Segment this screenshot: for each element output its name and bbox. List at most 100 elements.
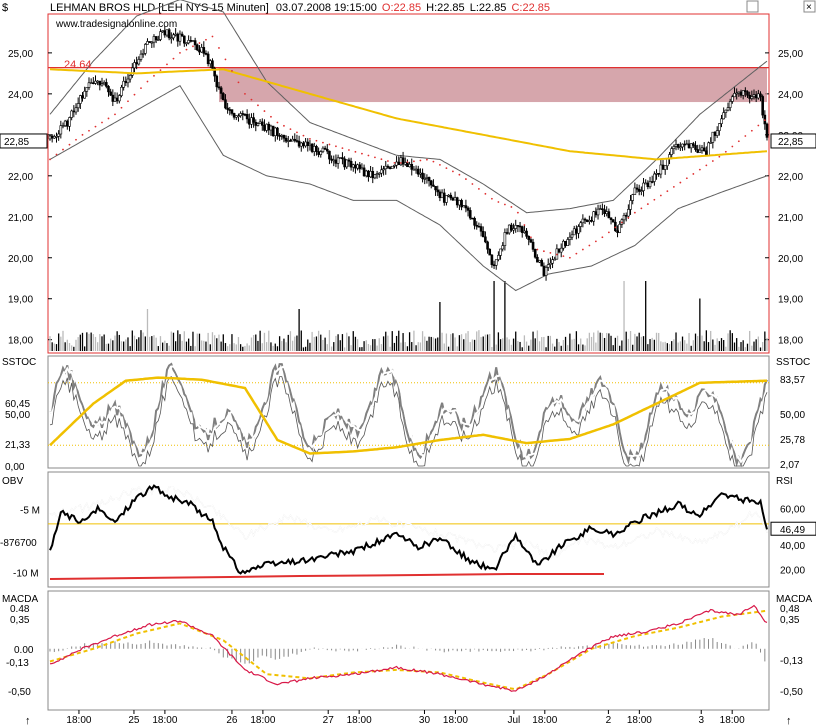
candle-body (436, 189, 440, 193)
x-tick-label: 18:00 (66, 715, 91, 726)
candle-body (380, 169, 383, 174)
last-price-left: 22,85 (4, 137, 29, 148)
candle-body (650, 181, 654, 183)
macd-line (49, 604, 768, 692)
psar-dot (478, 188, 480, 190)
candle-body (55, 136, 58, 138)
candle-body (731, 96, 734, 102)
scroll-up-arrow[interactable]: ↑ (25, 715, 31, 726)
panel-close-icon[interactable] (746, 0, 759, 13)
candle-body (594, 211, 598, 216)
candle-body (590, 219, 593, 222)
psar-dot (510, 206, 513, 208)
candle-body (267, 123, 271, 131)
candle-body (403, 162, 407, 165)
candle-body (369, 171, 372, 178)
candle-body (466, 207, 470, 211)
candle-body (159, 31, 162, 40)
candle-body (332, 159, 336, 162)
candle-body (674, 144, 678, 147)
candle-body (358, 164, 362, 170)
ohlc-high: H:22.85 (426, 2, 465, 14)
svg-text:LEHMAN BROS HLD [LEH NYS 15 M: LEHMAN BROS HLD [LEH NYS 15 Minuten] 03.… (50, 2, 550, 14)
macd-tick-left: 0,35 (10, 615, 30, 626)
candle-body (131, 67, 134, 76)
candle-body (167, 29, 171, 39)
candle-body (438, 191, 442, 199)
candle-body (63, 120, 67, 126)
candle-body (676, 144, 680, 148)
candle-body (96, 80, 99, 83)
candle-body (304, 141, 307, 147)
psar-dot (692, 173, 695, 175)
candle-body (213, 67, 216, 77)
psar-dot (62, 148, 64, 151)
candle-body (503, 232, 507, 246)
candle-body (481, 231, 485, 238)
lower-bollinger-band (49, 85, 768, 292)
ohlc-open: O:22.85 (382, 2, 421, 14)
candle-body (414, 168, 418, 171)
candle-body (306, 141, 310, 146)
psar-dot (302, 134, 305, 137)
candle-body (338, 157, 342, 159)
psar-dot (685, 177, 688, 180)
candle-body (319, 151, 323, 155)
obv-tick-left: -10 M (13, 568, 39, 579)
psar-dot (55, 153, 58, 156)
candle-body (187, 40, 190, 44)
close-icon[interactable] (803, 0, 816, 13)
scroll-up-arrow-right[interactable]: ↑ (786, 715, 792, 726)
candle-body (685, 143, 689, 146)
candle-body (68, 117, 71, 127)
candle-body (85, 87, 89, 92)
candle-body (601, 208, 604, 211)
candle-body (523, 230, 526, 233)
candle-body (152, 36, 156, 43)
candle-body (494, 259, 498, 266)
candle-body (48, 135, 52, 140)
candle-body (644, 182, 647, 185)
candle-body (596, 208, 600, 216)
candle-body (640, 190, 643, 192)
candle-body (529, 239, 533, 243)
candle-body (347, 159, 351, 162)
rsi-tick-right: 46,49 (780, 525, 805, 536)
psar-dot (484, 192, 487, 195)
candle-body (297, 140, 301, 147)
candle-body (273, 127, 277, 136)
sstoc-name-left: SSTOC (2, 357, 36, 368)
candle-body (299, 142, 303, 147)
psar-dot (529, 236, 532, 239)
candle-body (449, 194, 453, 199)
obv-trend-line (49, 573, 604, 580)
candle-body (557, 248, 561, 253)
obv-tick-left: -876700 (0, 538, 37, 549)
candle-body (434, 186, 437, 191)
psar-dot (283, 124, 285, 127)
candle-body (79, 95, 82, 104)
psar-dot (107, 117, 110, 120)
candle-body (698, 149, 702, 153)
candle-body (566, 239, 570, 246)
candle-body (512, 228, 515, 231)
candle-body (735, 92, 738, 95)
candle-body (683, 143, 686, 146)
candle-body (618, 224, 622, 233)
candle-body (752, 94, 756, 97)
candle-body (70, 110, 73, 118)
candle-body (592, 211, 596, 222)
candle-body (655, 173, 658, 175)
psar-dot (322, 141, 324, 144)
candle-body (761, 96, 764, 116)
psar-dot (737, 140, 740, 143)
candle-body (497, 255, 500, 260)
candle-body (260, 121, 264, 126)
candle-body (726, 107, 730, 111)
candle-body (252, 117, 255, 123)
candle-body (549, 262, 552, 265)
psar-dot (432, 160, 435, 163)
candle-body (215, 75, 219, 88)
psar-dot (718, 155, 721, 158)
psar-dot (354, 150, 357, 153)
